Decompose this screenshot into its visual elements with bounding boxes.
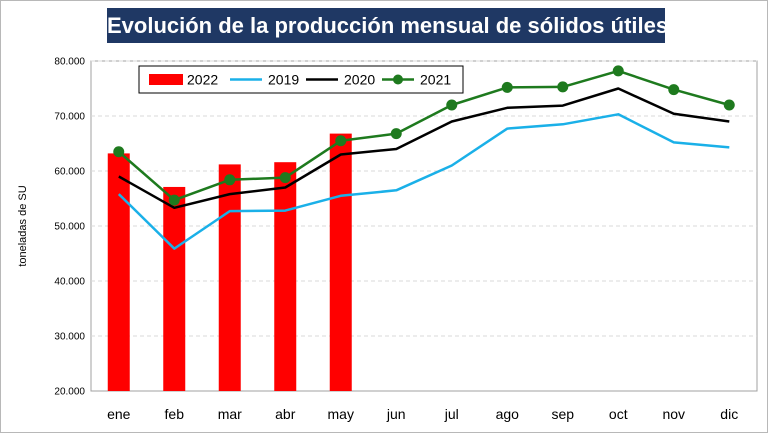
data-point <box>723 99 735 111</box>
data-point <box>335 135 347 147</box>
bars <box>107 133 352 391</box>
data-point <box>612 65 624 77</box>
x-tick-label: ago <box>496 406 520 422</box>
y-tick-label: 40.000 <box>54 277 85 288</box>
data-point <box>113 146 125 158</box>
y-axis-label: toneladas de SU <box>17 185 29 266</box>
y-ticks: 20.000 30.000 40.000 50.000 60.000 70.000 80.0… <box>54 57 85 398</box>
legend-marker <box>393 74 403 85</box>
series-line-2020 <box>118 87 730 210</box>
x-tick-label: feb <box>165 406 185 422</box>
y-tick-label: 60.000 <box>54 167 85 178</box>
legend-label: 2022 <box>187 72 218 88</box>
bar <box>274 162 297 391</box>
bar <box>163 186 186 391</box>
y-tick-label: 30.000 <box>54 332 85 343</box>
legend-label: 2021 <box>420 72 451 88</box>
chart-title: Evolución de la producción mensual de só… <box>107 8 668 43</box>
x-tick-label: dic <box>720 406 738 422</box>
x-tick-label: abr <box>275 406 296 422</box>
data-point <box>390 128 402 140</box>
lines <box>113 65 735 250</box>
legend-label: 2020 <box>344 72 375 88</box>
x-tick-label: may <box>328 406 354 422</box>
y-tick-label: 50.000 <box>54 222 85 233</box>
x-tick-label: jul <box>444 406 459 422</box>
data-point <box>501 81 513 93</box>
x-tick-label: mar <box>218 406 242 422</box>
data-point <box>168 194 180 206</box>
y-tick-label: 70.000 <box>54 112 85 123</box>
y-tick-label: 80.000 <box>54 57 85 68</box>
data-point <box>279 172 291 184</box>
x-ticks: ene feb mar abr may jun jul ago sep oct nov dic <box>107 406 738 422</box>
series-line-2019 <box>117 113 730 250</box>
bar <box>107 153 130 391</box>
legend: 2022 2019 2020 2021 <box>138 65 464 94</box>
data-point <box>446 99 458 111</box>
y-tick-label: 20.000 <box>54 387 85 398</box>
bar <box>218 164 241 391</box>
x-tick-label: sep <box>551 406 574 422</box>
data-point <box>557 81 569 93</box>
data-point <box>668 84 680 96</box>
data-point <box>224 174 236 186</box>
x-tick-label: oct <box>609 406 628 422</box>
bar <box>329 133 352 391</box>
series-line-2021 <box>117 69 730 202</box>
x-tick-label: ene <box>107 406 131 422</box>
x-tick-label: nov <box>662 406 685 422</box>
legend-swatch <box>149 74 183 85</box>
legend-label: 2019 <box>268 72 299 88</box>
grid <box>91 60 757 337</box>
x-tick-label: jun <box>386 406 406 422</box>
